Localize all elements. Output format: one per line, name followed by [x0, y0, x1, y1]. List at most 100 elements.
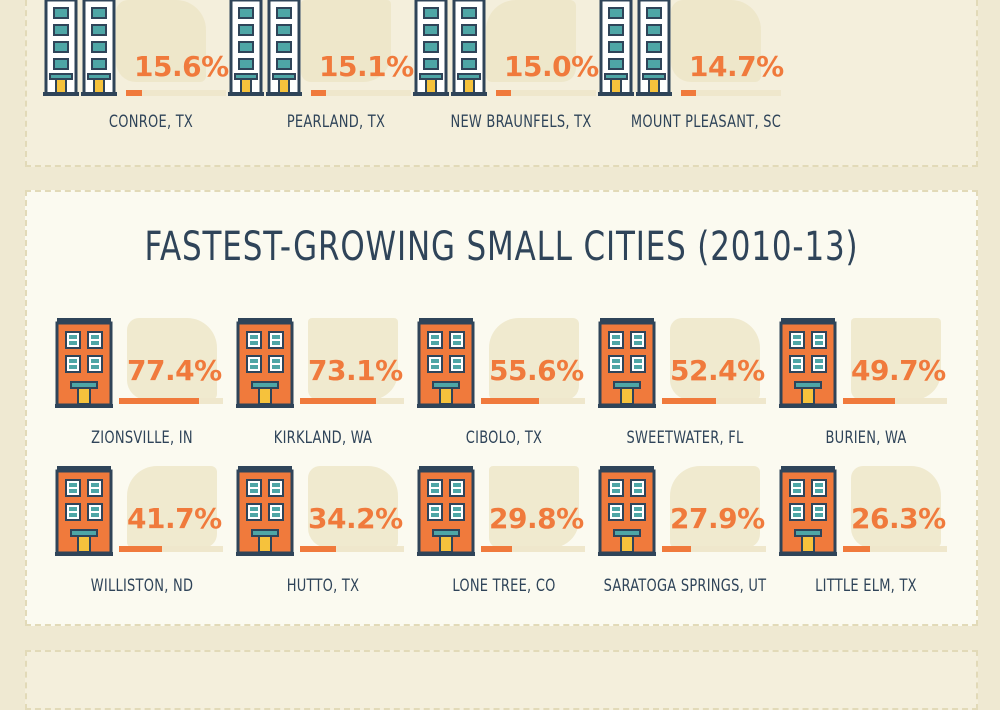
tower-window — [608, 7, 624, 19]
tower-base — [228, 92, 264, 96]
building-window-pane — [272, 507, 280, 511]
building-base — [55, 552, 113, 556]
building-window-pane — [272, 365, 280, 369]
building-base — [417, 404, 475, 408]
tower-base — [81, 92, 117, 96]
building-door — [77, 387, 91, 405]
tower-base — [636, 92, 672, 96]
building-window-pane — [793, 335, 801, 339]
growth-percent-label: 41.7% — [127, 502, 222, 535]
state-silhouette-icon — [301, 0, 391, 82]
building-icon — [236, 318, 294, 408]
tower-window — [91, 58, 107, 70]
city-card: 29.8% Lone Tree, CO — [417, 466, 589, 616]
tower-window — [608, 58, 624, 70]
building-window — [65, 355, 81, 373]
building-window — [449, 503, 465, 521]
building-base — [55, 404, 113, 408]
building-window-pane — [272, 489, 280, 493]
tower-window — [608, 24, 624, 36]
building-window-pane — [91, 513, 99, 517]
growth-percent-label: 15.0% — [504, 50, 599, 83]
building-window-pane — [793, 359, 801, 363]
growth-bar — [843, 398, 895, 404]
city-name-label: New Braunfels, TX — [450, 112, 592, 132]
building-window — [246, 331, 262, 349]
city-name-label: Burien, WA — [825, 428, 907, 448]
building-roof — [781, 318, 835, 324]
building-door — [439, 535, 453, 553]
building-window — [789, 331, 805, 349]
growth-bar — [119, 546, 163, 552]
building-window — [630, 479, 646, 497]
growth-percent-label: 49.7% — [851, 354, 946, 387]
city-name-label: Little Elm, TX — [815, 576, 917, 596]
building-window-pane — [431, 341, 439, 345]
building-door — [439, 387, 453, 405]
state-silhouette-icon — [116, 0, 206, 82]
city-name-label: Sweetwater, FL — [626, 428, 744, 448]
building-window-pane — [69, 341, 77, 345]
building-window-pane — [272, 335, 280, 339]
tower-door — [610, 78, 622, 94]
building-window — [268, 331, 284, 349]
tower-window — [276, 7, 292, 19]
building-window-pane — [431, 507, 439, 511]
city-name-label: Kirkland, WA — [273, 428, 373, 448]
building-window — [811, 479, 827, 497]
tower-door — [463, 78, 475, 94]
building-window-pane — [612, 365, 620, 369]
building-window-pane — [431, 365, 439, 369]
building-window-pane — [431, 359, 439, 363]
growth-bar-track — [496, 90, 596, 96]
building-window-pane — [634, 489, 642, 493]
building-window — [427, 479, 443, 497]
building-roof — [600, 318, 654, 324]
building-window — [87, 355, 103, 373]
building-window — [427, 355, 443, 373]
building-window-pane — [815, 513, 823, 517]
building-window-pane — [815, 359, 823, 363]
tower-window — [423, 41, 439, 53]
growth-bar-track — [126, 90, 226, 96]
building-window — [268, 503, 284, 521]
growth-bar-track — [119, 398, 223, 404]
tower-window — [238, 24, 254, 36]
building-window-pane — [272, 513, 280, 517]
state-silhouette-icon — [308, 318, 398, 400]
growth-bar-track — [681, 90, 781, 96]
building-window-pane — [453, 359, 461, 363]
growth-bar — [300, 398, 377, 404]
tower-window — [53, 24, 69, 36]
tower-window — [461, 24, 477, 36]
building-door — [801, 535, 815, 553]
building-window-pane — [250, 507, 258, 511]
growth-bar — [481, 398, 539, 404]
building-icon — [417, 466, 475, 556]
city-name-label: Williston, ND — [90, 576, 194, 596]
tower-window — [646, 24, 662, 36]
tower-window — [91, 24, 107, 36]
growth-percent-label: 26.3% — [851, 502, 946, 535]
building-window — [65, 479, 81, 497]
building-window-pane — [793, 489, 801, 493]
tower-window — [646, 7, 662, 19]
building-window-pane — [612, 359, 620, 363]
state-silhouette-icon — [670, 318, 760, 400]
state-silhouette-icon — [308, 466, 398, 548]
small-cities-title: Fastest-Growing Small Cities (2010-13) — [144, 224, 859, 270]
building-icon — [55, 466, 113, 556]
building-window — [449, 479, 465, 497]
building-base — [598, 552, 656, 556]
state-silhouette-icon — [671, 0, 761, 82]
growth-percent-label: 15.1% — [319, 50, 414, 83]
building-window-pane — [69, 489, 77, 493]
state-silhouette-icon — [127, 466, 217, 548]
tower-door — [278, 78, 290, 94]
building-base — [417, 552, 475, 556]
growth-bar — [662, 546, 692, 552]
building-icon — [598, 466, 656, 556]
building-window-pane — [634, 359, 642, 363]
tower-window — [53, 58, 69, 70]
building-window-pane — [91, 365, 99, 369]
